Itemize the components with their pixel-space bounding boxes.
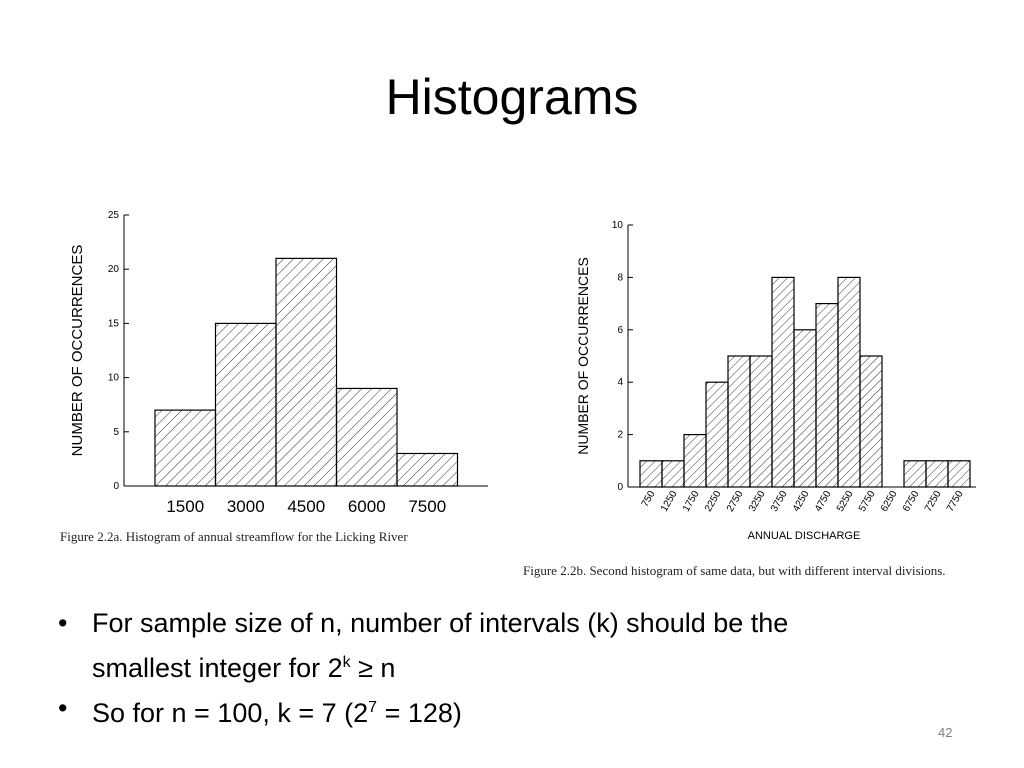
bullet-item: • For sample size of n, number of interv… xyxy=(58,603,958,688)
x-tick-label: 6250 xyxy=(879,489,900,514)
bullet-dot-icon: • xyxy=(58,608,68,638)
slide-title: Histograms xyxy=(385,69,639,125)
x-tick-label: 7250 xyxy=(923,489,944,514)
y-tick-label: 5 xyxy=(113,427,119,438)
x-tick-label: 6750 xyxy=(901,489,922,514)
bullet-text-prefix: So for n = 100, k = 7 (2 xyxy=(92,698,369,728)
x-tick-label: 4250 xyxy=(791,489,812,514)
y-axis-label: NUMBER OF OCCURRENCES xyxy=(575,257,591,455)
bullet-text-suffix: = 128) xyxy=(377,698,462,728)
y-tick-label: 2 xyxy=(617,430,623,441)
x-tick-label: 7500 xyxy=(408,497,446,516)
histogram-bar xyxy=(705,381,729,488)
histogram-bar xyxy=(837,276,861,488)
histogram-bar xyxy=(275,257,338,487)
bullet-text-line2-prefix: smallest integer for 2 xyxy=(92,653,343,683)
histogram-bar xyxy=(859,355,883,488)
y-tick-label: 15 xyxy=(108,318,120,329)
histogram-bar xyxy=(335,387,398,487)
x-tick-label: 3000 xyxy=(227,497,265,516)
histogram-bar xyxy=(661,460,685,488)
x-tick-label: 1500 xyxy=(166,497,204,516)
y-tick-label: 10 xyxy=(612,220,624,231)
y-tick-label: 20 xyxy=(108,264,120,275)
histogram-bar xyxy=(947,460,971,488)
histogram-annual-streamflow: 0 5 10 15 20 25 NUMBER OF OCCURRENCES 1500 3000 4… xyxy=(69,210,488,516)
x-tick-label: 5250 xyxy=(835,489,856,514)
x-tick-label: 1250 xyxy=(659,489,680,514)
histogram-bar xyxy=(749,355,773,488)
bullet-superscript: 7 xyxy=(368,699,378,716)
x-tick-label: 6000 xyxy=(348,497,386,516)
histogram-bar xyxy=(793,329,817,488)
histogram-bar xyxy=(771,276,795,488)
x-tick-label: 2250 xyxy=(703,489,724,514)
y-tick-label: 10 xyxy=(108,373,120,384)
x-tick-label: 7750 xyxy=(945,489,966,514)
histogram-bar xyxy=(727,355,751,488)
bullet-superscript: k xyxy=(342,654,351,671)
histogram-bar xyxy=(396,452,459,487)
bullet-dot-icon: • xyxy=(58,693,68,723)
bullet-list: • For sample size of n, number of interv… xyxy=(58,603,958,733)
bullet-text-line1: For sample size of n, number of interval… xyxy=(92,608,789,638)
x-tick-label: 5750 xyxy=(857,489,878,514)
y-tick-label: 25 xyxy=(108,210,120,221)
x-tick-label: 2750 xyxy=(725,489,746,514)
y-tick-label: 4 xyxy=(617,377,623,388)
y-tick-label: 8 xyxy=(617,272,623,283)
bullet-item: • So for n = 100, k = 7 (27 = 128) xyxy=(58,688,958,733)
x-tick-label: 4750 xyxy=(813,489,834,514)
histogram-bar xyxy=(154,409,217,487)
x-tick-label: 3750 xyxy=(769,489,790,514)
y-tick-label: 0 xyxy=(113,481,119,492)
y-axis-label: NUMBER OF OCCURRENCES xyxy=(69,245,86,457)
histogram-bar xyxy=(815,302,839,488)
x-axis-label: ANNUAL DISCHARGE xyxy=(748,530,861,542)
figure-caption-a: Figure 2.2a. Histogram of annual streamf… xyxy=(60,529,408,544)
histogram-bar xyxy=(214,322,277,487)
bullet-text-line2-suffix: ≥ n xyxy=(350,653,396,683)
histogram-bar xyxy=(683,434,707,488)
histogram-bar xyxy=(925,460,949,488)
histogram-bar xyxy=(639,460,663,488)
figure-caption-b: Figure 2.2b. Second histogram of same da… xyxy=(523,563,946,578)
histogram-bar xyxy=(903,460,927,488)
x-tick-label: 750 xyxy=(640,489,658,509)
x-tick-label: 1750 xyxy=(681,489,702,514)
y-tick-label: 0 xyxy=(617,482,623,493)
y-tick-label: 6 xyxy=(617,325,623,336)
page-number: 42 xyxy=(938,725,953,740)
x-tick-label: 3250 xyxy=(747,489,768,514)
x-tick-label: 4500 xyxy=(287,497,325,516)
